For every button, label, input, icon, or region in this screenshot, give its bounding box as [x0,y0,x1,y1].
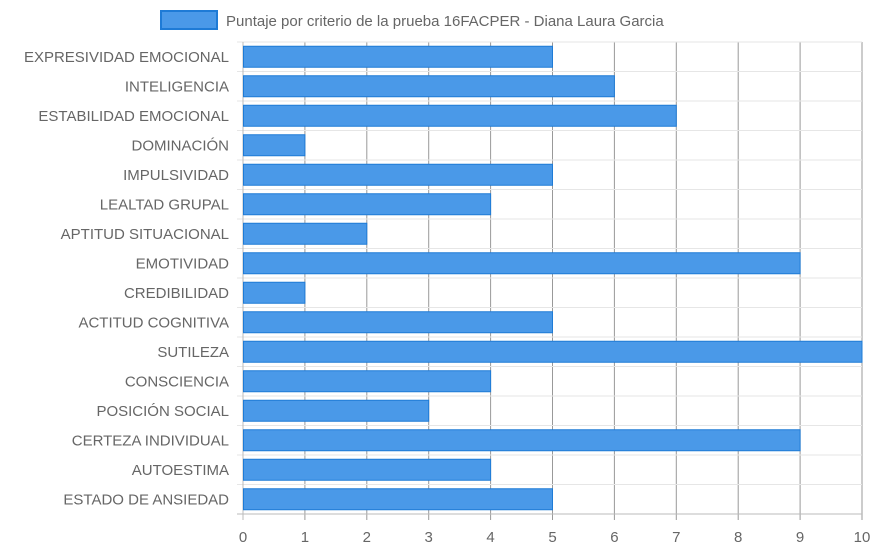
y-axis-labels: EXPRESIVIDAD EMOCIONAL INTELIGENCIA ESTABI… [24,49,229,509]
bar [243,134,306,157]
x-tick-label: 4 [486,529,494,546]
y-axis-label: CREDIBILIDAD [124,285,229,302]
y-axis-label: CONSCIENCIA [125,373,229,390]
bar [243,281,306,304]
x-tick-label: 0 [239,529,247,546]
bar [243,252,801,275]
x-axis-tick-labels: 0 1 2 3 4 5 6 7 8 9 10 [239,529,871,546]
y-axis-label: AUTOESTIMA [132,462,229,479]
y-axis-label: EXPRESIVIDAD EMOCIONAL [24,49,229,66]
bar [243,163,553,186]
bar [243,311,553,334]
y-axis-label: INTELIGENCIA [125,78,229,95]
y-axis-label: SUTILEZA [157,344,229,361]
bar [243,488,553,511]
y-axis-label: IMPULSIVIDAD [123,167,229,184]
bar [243,193,492,216]
bar [243,104,677,127]
x-tick-label: 10 [854,529,871,546]
bar [243,370,492,393]
x-tick-label: 2 [363,529,371,546]
bar [243,429,801,452]
x-tick-label: 6 [610,529,618,546]
y-axis-label: CERTEZA INDIVIDUAL [72,432,229,449]
bar [243,75,615,98]
bar [243,458,492,481]
x-tick-label: 9 [796,529,804,546]
y-axis-label: APTITUD SITUACIONAL [61,226,229,243]
y-axis-label: LEALTAD GRUPAL [100,196,229,213]
y-axis-label: POSICIÓN SOCIAL [96,403,229,420]
y-axis-label: ACTITUD COGNITIVA [78,314,229,331]
y-axis-label: ESTADO DE ANSIEDAD [63,491,229,508]
legend[interactable]: Puntaje por criterio de la prueba 16FACP… [160,10,664,30]
bar [243,399,430,422]
y-axis-label: DOMINACIÓN [132,137,230,154]
x-tick-label: 1 [301,529,309,546]
bar [243,45,553,68]
x-tick-label: 5 [548,529,556,546]
bars [243,45,863,511]
bar [243,340,863,363]
x-tick-label: 7 [672,529,680,546]
y-axis-label: EMOTIVIDAD [136,255,230,272]
x-tick-label: 3 [425,529,433,546]
x-tick-label: 8 [734,529,742,546]
bar [243,222,368,245]
legend-swatch[interactable] [160,10,218,30]
y-axis-label: ESTABILIDAD EMOCIONAL [38,108,229,125]
legend-label[interactable]: Puntaje por criterio de la prueba 16FACP… [226,13,664,30]
